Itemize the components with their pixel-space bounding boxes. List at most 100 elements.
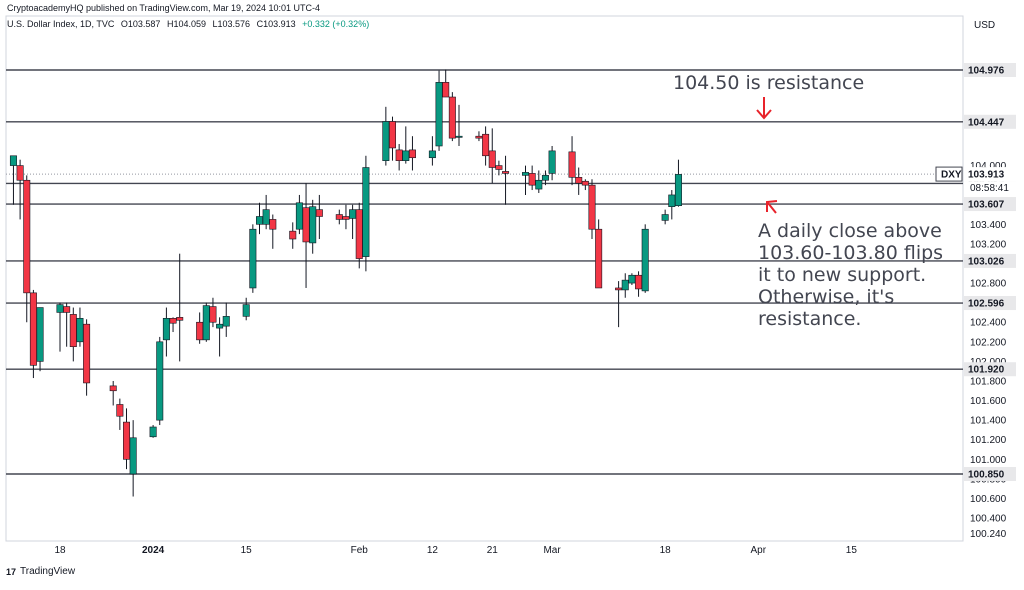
candle-body (242, 304, 250, 317)
candle-body (69, 314, 77, 348)
price-tick-label: 100.400 (970, 514, 1007, 525)
axis-label-text: 101.920 (968, 365, 1005, 376)
axis-label-text: 103.607 (968, 200, 1005, 211)
candle-body (595, 228, 603, 289)
time-tick-label: 15 (846, 545, 858, 556)
bearish-candle (169, 317, 177, 333)
candle-body (262, 209, 270, 225)
time-tick-label: Feb (351, 545, 369, 556)
tradingview-logo-icon: 17 (6, 566, 17, 577)
candle-body (621, 279, 629, 291)
candle-body (668, 194, 676, 207)
support-note-line-4: Otherwise, it's (758, 286, 894, 308)
level-value-tag: 103.607 (964, 197, 1016, 212)
candle-body (388, 121, 396, 149)
bullish-candle (162, 307, 170, 357)
candle-body (63, 306, 71, 313)
candle-body (355, 209, 363, 259)
bearish-candle (595, 219, 603, 289)
candle-body (156, 341, 164, 421)
bearish-candle (568, 136, 576, 186)
candle-body (129, 437, 137, 475)
candle-body (581, 180, 589, 186)
bearish-candle (408, 136, 416, 171)
axis-label-box (964, 467, 1016, 481)
candle-body (76, 318, 84, 343)
symbol-tag: DXY (935, 166, 963, 182)
bearish-candle (29, 289, 37, 379)
axis-label-text: 104.976 (968, 66, 1005, 77)
price-tick-label: 102.200 (970, 337, 1007, 348)
candle-body (116, 404, 124, 417)
bearish-candle (442, 69, 450, 98)
axis-label-box (964, 114, 1016, 129)
candle-body (442, 82, 450, 98)
bearish-candle (528, 165, 536, 191)
candle-body (162, 318, 170, 341)
bearish-candle (289, 222, 297, 249)
low-value: L103.576 (212, 19, 251, 29)
tradingview-logo[interactable]: 17 TradingView (6, 566, 75, 577)
bullish-candle (202, 302, 210, 342)
candle-body (29, 292, 37, 366)
candle-body (56, 304, 64, 313)
candle-body (428, 150, 436, 159)
candle-body (109, 385, 117, 392)
candle-body (123, 421, 131, 460)
bearish-candle (83, 319, 91, 396)
candle-body (395, 149, 403, 161)
axis-label-text: 103.026 (968, 256, 1005, 267)
tradingview-brand: TradingView (20, 566, 76, 577)
time-tick-label: 21 (487, 545, 499, 556)
price-tick-label: 101.400 (970, 416, 1007, 427)
price-tick-label: 103.200 (970, 239, 1007, 250)
price-tick-label: 101.000 (970, 455, 1007, 466)
resistance-note: 104.50 is resistance (673, 72, 864, 94)
time-tick-label: 18 (54, 545, 66, 556)
level-value-tag: 104.976 (964, 63, 1016, 77)
candle-body (342, 216, 350, 220)
symbol-legend[interactable]: U.S. Dollar Index, 1D, TVC O103.587 H104… (7, 19, 373, 29)
price-tick-label: 102.800 (970, 279, 1007, 290)
candle-body (23, 179, 31, 294)
candle-body (349, 209, 357, 219)
candle-body (295, 202, 303, 230)
candle-body (528, 173, 536, 186)
bearish-candle (23, 175, 31, 323)
bearish-candle (355, 202, 363, 269)
candle-body (568, 151, 576, 178)
candle-body (289, 230, 297, 240)
candle-body (36, 307, 44, 362)
currency-label[interactable]: USD (974, 20, 996, 31)
axis-label-text: 103.913 (968, 170, 1005, 181)
time-tick-label: 2024 (142, 545, 165, 556)
bullish-candle (455, 104, 463, 146)
candle-body (315, 209, 323, 217)
plot-area (5, 15, 964, 542)
candle-body (309, 206, 317, 244)
bearish-candle (448, 92, 456, 142)
bearish-candle (488, 128, 496, 184)
time-axis-ticks: 18 2024 15 Feb 12 21 Mar 18 Apr 15 (54, 545, 857, 556)
candle-body (249, 228, 257, 289)
symbol-name: U.S. Dollar Index, 1D, TVC (7, 19, 115, 29)
price-axis-ticks: 104.000103.800103.600103.400103.200103.0… (970, 161, 1007, 540)
candle-body (382, 121, 390, 161)
candle-body (83, 323, 91, 384)
countdown-text: 08:58:41 (970, 183, 1009, 194)
bullish-candle (262, 194, 270, 230)
candle-body (482, 133, 490, 157)
candle-body (641, 228, 649, 292)
candle-body (588, 184, 596, 230)
bullish-candle (548, 145, 556, 181)
candle-body (628, 274, 636, 284)
candle-body (196, 321, 204, 341)
level-value-tag: 104.447 (964, 114, 1016, 129)
support-note-line-1: A daily close above (758, 220, 942, 242)
symbol-tag-box (935, 166, 963, 182)
time-tick-label: 12 (427, 545, 439, 556)
bearish-candle (581, 179, 589, 191)
bearish-candle (315, 194, 323, 240)
price-tick-label: 103.400 (970, 220, 1007, 231)
